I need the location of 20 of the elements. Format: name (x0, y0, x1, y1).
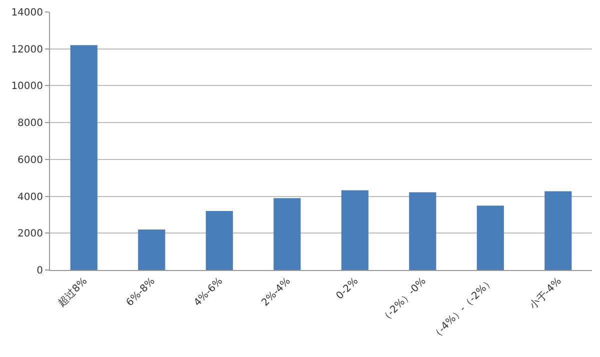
x-tick-label: （-4%）-（-2%） (430, 276, 496, 342)
bar (409, 192, 436, 270)
y-tick-label: 2000 (18, 228, 43, 240)
y-tick-label: 8000 (18, 118, 43, 130)
bar (206, 211, 233, 270)
y-tick-label: 6000 (18, 154, 43, 166)
bar (138, 229, 166, 270)
x-tick-label: 超过8% (56, 275, 90, 310)
bar (544, 191, 572, 270)
bar (341, 190, 368, 270)
bar (70, 45, 98, 270)
x-tick-label: （-2%）-0% (378, 276, 428, 326)
y-tick-label: 0 (36, 266, 43, 276)
y-tick-label: 14000 (11, 8, 43, 18)
bar (476, 206, 504, 270)
y-tick-label: 4000 (18, 192, 43, 203)
bar (274, 198, 301, 270)
y-tick-label: 12000 (11, 44, 43, 56)
y-tick-label: 10000 (11, 81, 43, 92)
x-tick-label: 小于-4% (527, 275, 564, 312)
